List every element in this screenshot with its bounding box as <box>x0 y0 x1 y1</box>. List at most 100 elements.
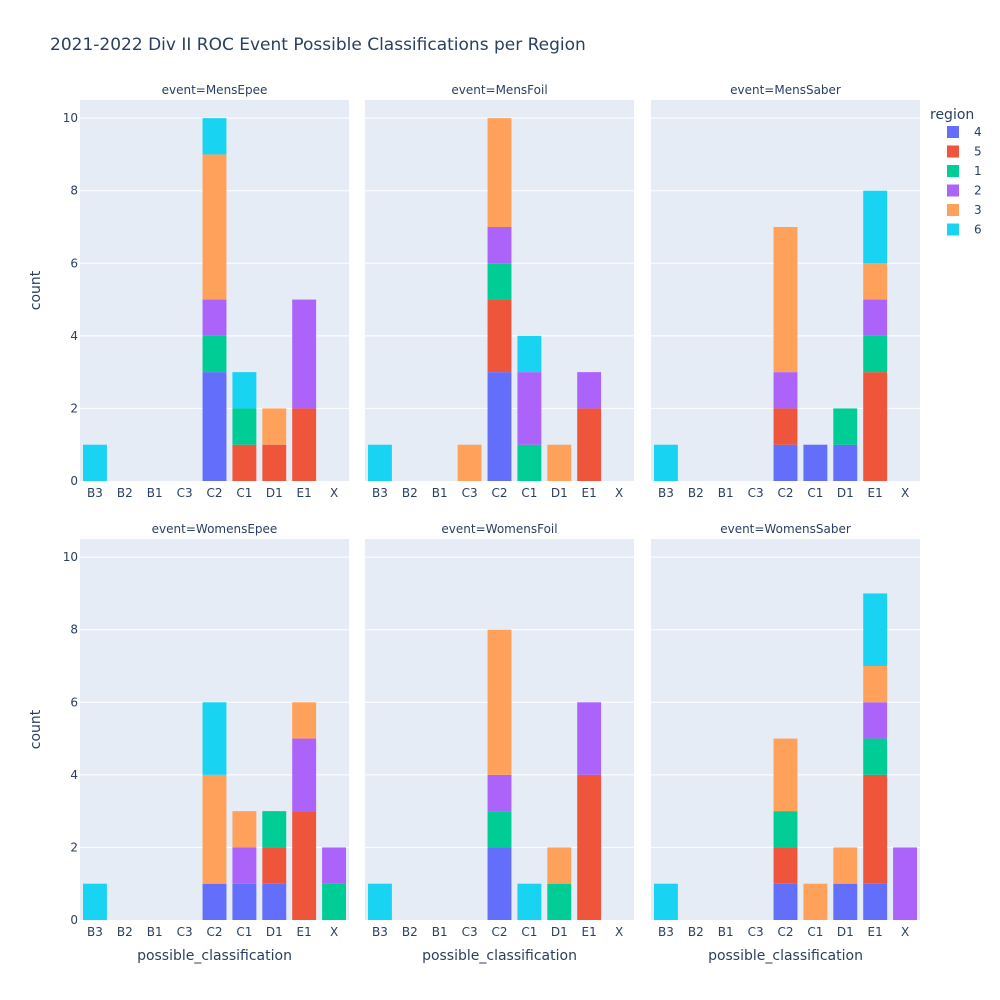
legend-label[interactable]: 4 <box>974 125 982 139</box>
bar-segment <box>863 883 888 920</box>
bar-segment <box>773 372 798 409</box>
x-tick-label: B2 <box>688 925 704 939</box>
y-tick-label: 2 <box>70 401 78 415</box>
x-tick-label: X <box>330 925 338 939</box>
bar-segment <box>232 847 257 884</box>
facet-panel: event=WomensFoil B3 B2 B1 C3 C2 C1 D1 E1 Xpossibl… <box>365 522 634 964</box>
bar-segment <box>863 190 888 264</box>
x-tick-label: C1 <box>807 925 823 939</box>
bar-segment <box>547 444 572 481</box>
facet-title: event=MensEpee <box>162 83 268 97</box>
x-tick-label: B3 <box>658 486 674 500</box>
x-tick-label: C2 <box>777 925 793 939</box>
bar-segment <box>803 883 828 920</box>
facet-title: event=MensSaber <box>730 83 841 97</box>
x-tick-label: X <box>615 925 623 939</box>
legend-label[interactable]: 3 <box>974 203 982 217</box>
bar-segment <box>232 811 257 848</box>
bar-segment <box>773 847 798 884</box>
y-tick-label: 10 <box>63 111 78 125</box>
x-tick-label: X <box>615 486 623 500</box>
x-tick-label: C3 <box>177 486 193 500</box>
x-tick-label: C1 <box>521 486 537 500</box>
bar-segment <box>547 847 572 884</box>
x-tick-label: B3 <box>87 486 103 500</box>
x-tick-label: B1 <box>147 486 163 500</box>
legend-swatch[interactable] <box>947 126 959 138</box>
legend-swatch[interactable] <box>947 204 959 216</box>
x-tick-label: B2 <box>117 925 133 939</box>
bar-segment <box>262 408 287 445</box>
x-tick-label: D1 <box>551 486 568 500</box>
bar-segment <box>517 372 542 445</box>
legend-label[interactable]: 5 <box>974 145 982 159</box>
bar-segment <box>202 118 227 155</box>
bar-segment <box>773 408 798 445</box>
legend-label[interactable]: 2 <box>974 184 982 198</box>
legend-label[interactable]: 6 <box>974 223 982 237</box>
bar-segment <box>863 666 888 703</box>
bar-segment <box>487 629 512 775</box>
y-tick-label: 6 <box>70 256 78 270</box>
legend-label[interactable]: 1 <box>974 164 982 178</box>
bar-segment <box>202 372 227 481</box>
legend-swatch[interactable] <box>947 165 959 177</box>
x-tick-label: B3 <box>87 925 103 939</box>
x-tick-label: X <box>901 486 909 500</box>
x-tick-label: D1 <box>837 925 854 939</box>
bar-segment <box>773 811 798 848</box>
bar-segment <box>262 883 287 920</box>
y-axis-title: count <box>28 709 44 749</box>
legend-swatch[interactable] <box>947 184 959 197</box>
bar-segment <box>487 227 512 264</box>
y-tick-label: 8 <box>70 184 78 198</box>
y-tick-label: 0 <box>70 474 78 488</box>
bar-segment <box>292 702 317 739</box>
facet-grid: event=MensEpee B3 B2 B1 C3 C2 C1 D1 E1 X 0 2 4 6 8 10 co… <box>28 83 920 964</box>
bar-segment <box>863 593 888 666</box>
x-tick-label: D1 <box>837 486 854 500</box>
x-axis-title: possible_classification <box>137 948 292 964</box>
bar-segment <box>863 335 888 373</box>
x-tick-label: E1 <box>297 925 312 939</box>
bar-segment <box>547 883 572 920</box>
x-tick-label: D1 <box>266 486 283 500</box>
x-tick-label: B3 <box>658 925 674 939</box>
x-tick-label: C3 <box>462 925 478 939</box>
bar-segment <box>517 335 542 373</box>
legend-title: region <box>930 107 974 123</box>
y-axis-title: count <box>28 270 44 310</box>
bar-segment <box>863 774 888 884</box>
x-tick-label: B2 <box>117 486 133 500</box>
y-tick-label: 4 <box>70 768 78 782</box>
y-tick-label: 4 <box>70 329 78 343</box>
bar-segment <box>577 702 602 775</box>
facet-panel: event=WomensEpee B3 B2 B1 C3 C2 C1 D1 E1 X 0 2 4 6 8 10… <box>28 522 349 964</box>
bar-segment <box>82 883 107 920</box>
x-tick-label: C3 <box>748 925 764 939</box>
legend-swatch[interactable] <box>947 145 959 158</box>
bar-segment <box>232 372 257 409</box>
bar-segment <box>262 847 287 884</box>
bar-segment <box>487 263 512 300</box>
bar-segment <box>262 811 287 848</box>
x-tick-label: C2 <box>206 925 222 939</box>
bar-segment <box>292 738 317 812</box>
bar-segment <box>202 299 227 336</box>
bar-segment <box>863 738 888 775</box>
y-tick-label: 10 <box>63 550 78 564</box>
x-tick-label: E1 <box>868 486 883 500</box>
x-tick-label: B1 <box>718 486 734 500</box>
legend-swatch[interactable] <box>947 223 959 236</box>
x-tick-label: E1 <box>297 486 312 500</box>
bar-segment <box>367 883 392 920</box>
bar-segment <box>232 408 257 445</box>
x-tick-label: E1 <box>868 925 883 939</box>
bar-segment <box>773 738 798 812</box>
bar-segment <box>322 847 347 884</box>
bar-segment <box>803 444 828 481</box>
bar-segment <box>833 847 858 884</box>
bar-segment <box>262 444 287 481</box>
bar-segment <box>487 774 512 812</box>
